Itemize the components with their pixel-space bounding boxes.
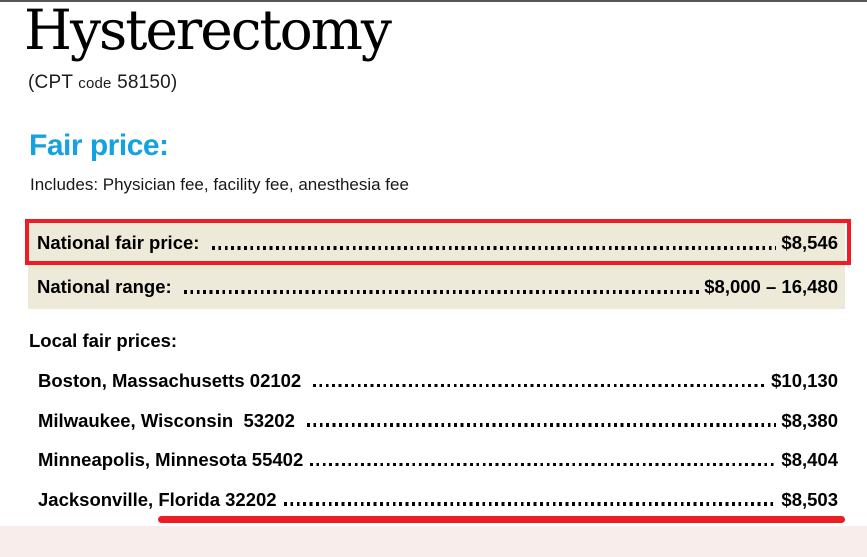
local-price-list: Boston, Massachusetts 02102 $10,130 Milw…	[38, 361, 845, 519]
dotted-leader	[310, 462, 777, 467]
row-label: Minneapolis, Minnesota 55402	[38, 449, 304, 470]
row-value: $10,130	[771, 370, 838, 391]
row-value: $8,380	[781, 409, 838, 431]
row-label: National fair price:	[37, 232, 205, 254]
local-price-row-minneapolis: Minneapolis, Minnesota 55402 $8,404	[38, 440, 845, 480]
top-border-line	[0, 0, 867, 2]
procedure-title: Hysterectomy	[24, 0, 392, 62]
row-label: National range:	[37, 276, 177, 298]
local-price-row-boston: Boston, Massachusetts 02102 $10,130	[38, 361, 845, 401]
row-label: Boston, Massachusetts 02102	[38, 370, 307, 391]
includes-note: Includes: Physician fee, facility fee, a…	[30, 175, 409, 195]
row-value: $8,503	[781, 488, 838, 510]
dotted-leader	[183, 290, 700, 294]
row-value: $8,000 – 16,480	[704, 276, 838, 298]
row-value: $8,404	[781, 449, 838, 470]
dotted-leader	[283, 502, 777, 506]
row-value: $8,546	[781, 232, 838, 254]
cpt-number: 58150)	[111, 72, 178, 94]
fair-price-heading: Fair price:	[29, 129, 169, 163]
national-range-row: National range: $8,000 – 16,480	[28, 265, 845, 309]
local-price-row-jacksonville: Jacksonville, Florida 32202 $8,503	[38, 480, 845, 520]
dotted-leader	[211, 246, 777, 250]
cpt-code-word: code	[78, 75, 112, 93]
local-prices-heading: Local fair prices:	[29, 330, 178, 352]
cpt-code-line: (CPT code 58150)	[28, 72, 867, 94]
row-label: Milwaukee, Wisconsin 53202	[38, 409, 301, 431]
footer-strip	[0, 526, 867, 557]
national-price-table: National fair price: $8,546 National ran…	[25, 219, 851, 310]
national-fair-price-row: National fair price: $8,546	[28, 221, 845, 265]
dotted-leader	[313, 383, 767, 388]
red-underline-annotation	[158, 516, 845, 523]
cpt-prefix: (CPT	[28, 72, 79, 94]
row-label: Jacksonville, Florida 32202	[38, 488, 277, 510]
local-price-row-milwaukee: Milwaukee, Wisconsin 53202 $8,380	[38, 401, 845, 441]
dotted-leader	[307, 423, 777, 427]
